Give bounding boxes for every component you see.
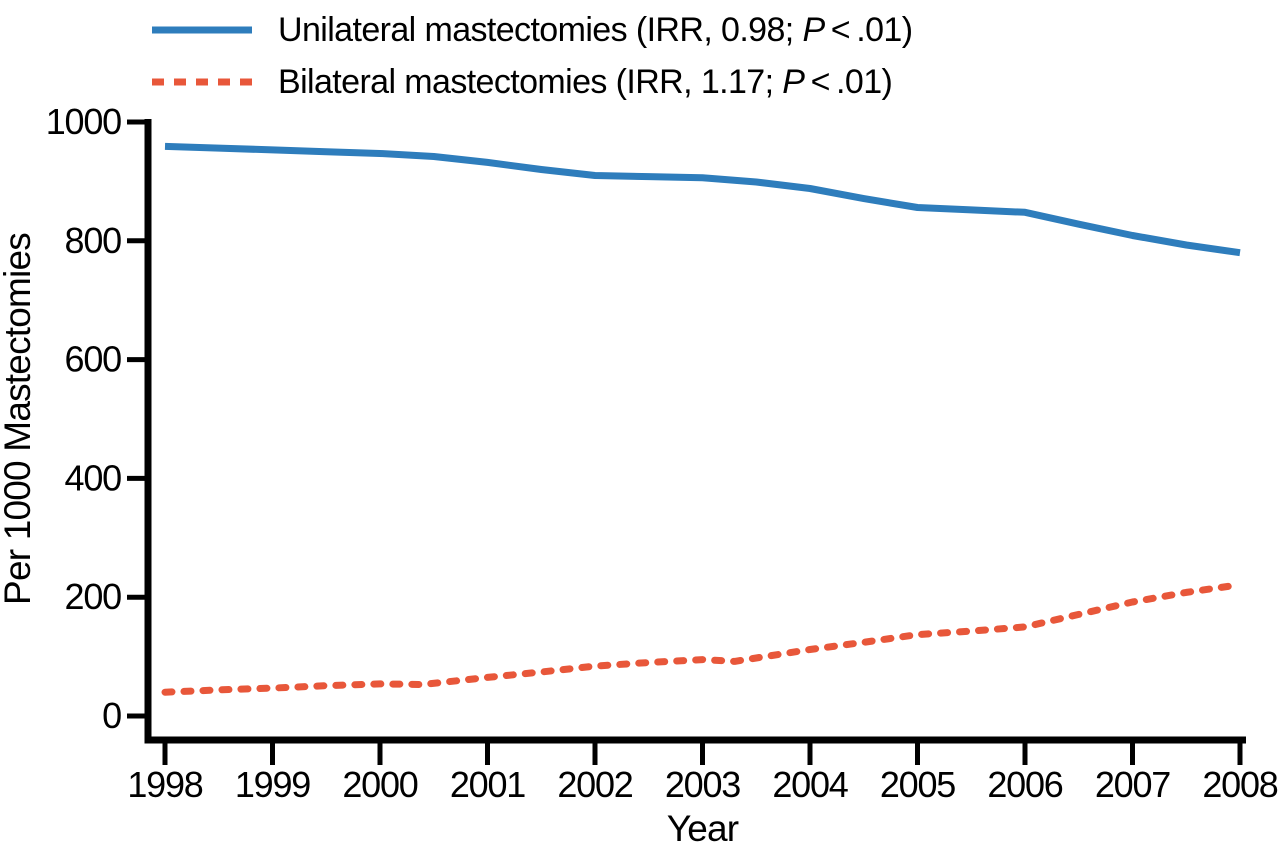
y-tick-label: 0: [102, 695, 121, 736]
legend-label-text: Unilateral mastectomies (IRR, 0.98;: [278, 11, 803, 49]
x-tick-label: 2006: [987, 764, 1062, 805]
y-tick-label: 400: [65, 457, 122, 498]
legend-item-bilateral: Bilateral mastectomies (IRR, 1.17; P < .…: [152, 62, 912, 102]
legend: Unilateral mastectomies (IRR, 0.98; P < …: [152, 10, 913, 102]
x-tick-label: 1998: [127, 764, 202, 805]
x-tick-label: 2005: [880, 764, 955, 805]
y-tick-label: 800: [65, 220, 122, 261]
legend-item-unilateral: Unilateral mastectomies (IRR, 0.98; P < …: [152, 10, 913, 50]
legend-label-text: Bilateral mastectomies (IRR, 1.17;: [278, 63, 783, 101]
x-tick-label: 2001: [450, 764, 525, 805]
legend-label-text: < .01): [804, 63, 893, 101]
legend-label-p-italic: P: [782, 63, 805, 101]
legend-label-unilateral: Unilateral mastectomies (IRR, 0.98; P < …: [278, 10, 913, 50]
y-tick-label: 200: [65, 576, 122, 617]
x-tick-label: 2004: [772, 764, 847, 805]
series-line-unilateral: [164, 142, 1241, 257]
x-axis-title: Year: [667, 808, 739, 849]
x-tick-label: 2000: [342, 764, 417, 805]
y-axis-title: Per 1000 Mastectomies: [0, 233, 38, 605]
x-tick-label: 1999: [235, 764, 310, 805]
solid-line-swatch-icon: [152, 26, 252, 34]
x-tick-label: 2008: [1202, 764, 1277, 805]
y-tick-label: 600: [65, 339, 122, 380]
dashed-line-swatch-icon: [152, 78, 252, 86]
legend-label-p-italic: P: [802, 11, 825, 49]
y-tick-label: 1000: [46, 101, 121, 142]
legend-label-bilateral: Bilateral mastectomies (IRR, 1.17; P < .…: [278, 62, 893, 102]
series-line-bilateral: [161, 581, 1244, 696]
x-tick-label: 2007: [1095, 764, 1170, 805]
x-tick-label: 2002: [557, 764, 632, 805]
x-tick-label: 2003: [665, 764, 740, 805]
legend-label-text: < .01): [824, 11, 913, 49]
